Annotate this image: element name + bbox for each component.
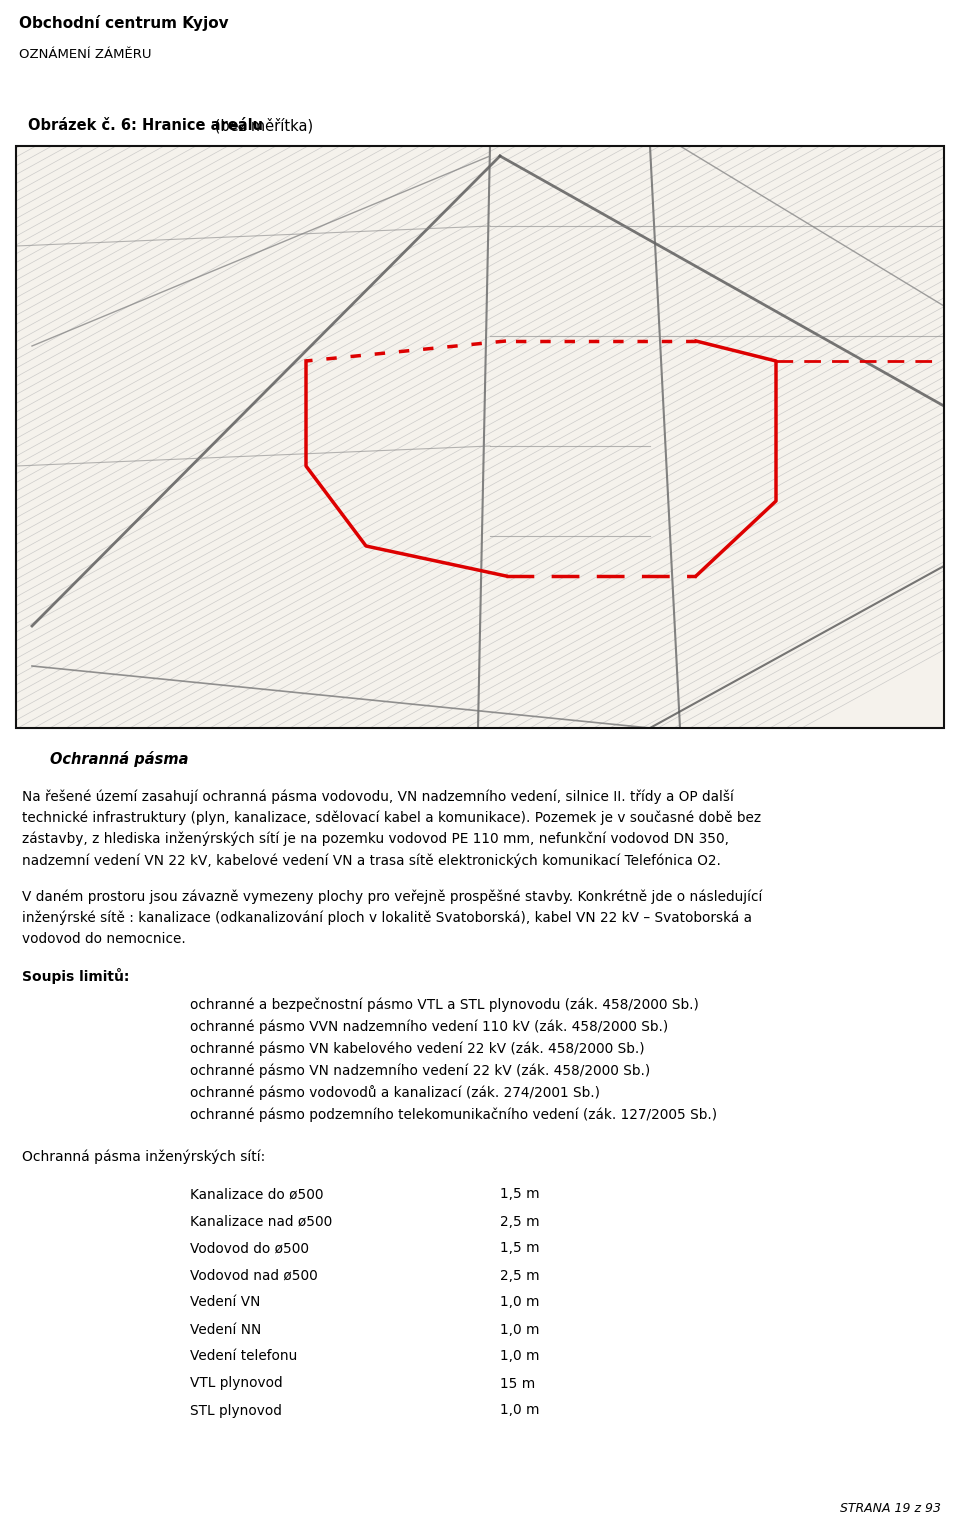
Text: ochranné pásmo podzemního telekomunikačního vedení (zák. 127/2005 Sb.): ochranné pásmo podzemního telekomunikačn… — [190, 1108, 717, 1121]
Text: Vedení NN: Vedení NN — [190, 1322, 261, 1336]
Text: 2,5 m: 2,5 m — [500, 1269, 540, 1282]
Text: V daném prostoru jsou závazně vymezeny plochy pro veřejně prospěšné stavby. Konk: V daném prostoru jsou závazně vymezeny p… — [22, 890, 762, 904]
Bar — [16, 146, 944, 729]
Text: STL plynovod: STL plynovod — [190, 1404, 282, 1417]
Text: Obchodní centrum Kyjov: Obchodní centrum Kyjov — [19, 15, 228, 31]
Text: STRANA 19 z 93: STRANA 19 z 93 — [840, 1502, 941, 1514]
Text: Vodovod do ø500: Vodovod do ø500 — [190, 1241, 309, 1255]
Text: OZNÁMENÍ ZÁMĚRU: OZNÁMENÍ ZÁMĚRU — [19, 48, 152, 61]
Text: (bez měřítka): (bez měřítka) — [210, 118, 313, 133]
Text: Ochranná pásma: Ochranná pásma — [50, 752, 188, 767]
Text: VTL plynovod: VTL plynovod — [190, 1376, 282, 1390]
Text: Soupis limitů:: Soupis limitů: — [22, 968, 130, 983]
Text: 1,0 m: 1,0 m — [500, 1350, 540, 1364]
Text: Kanalizace nad ø500: Kanalizace nad ø500 — [190, 1215, 332, 1229]
Text: zástavby, z hlediska inženýrských sítí je na pozemku vodovod PE 110 mm, nefunkčn: zástavby, z hlediska inženýrských sítí j… — [22, 831, 729, 847]
Text: ochranné pásmo VN kabelového vedení 22 kV (zák. 458/2000 Sb.): ochranné pásmo VN kabelového vedení 22 k… — [190, 1042, 644, 1055]
Text: 1,0 m: 1,0 m — [500, 1404, 540, 1417]
Text: Obrázek č. 6: Hranice areálu: Obrázek č. 6: Hranice areálu — [28, 118, 263, 133]
Text: ochranné pásmo VN nadzemního vedení 22 kV (zák. 458/2000 Sb.): ochranné pásmo VN nadzemního vedení 22 k… — [190, 1063, 650, 1078]
Text: 15 m: 15 m — [500, 1376, 536, 1390]
Text: 1,5 m: 1,5 m — [500, 1187, 540, 1201]
Text: ochranné pásmo vodovodů a kanalizací (zák. 274/2001 Sb.): ochranné pásmo vodovodů a kanalizací (zá… — [190, 1086, 600, 1100]
Text: ochranné pásmo VVN nadzemního vedení 110 kV (zák. 458/2000 Sb.): ochranné pásmo VVN nadzemního vedení 110… — [190, 1020, 668, 1034]
Text: Vedení VN: Vedení VN — [190, 1296, 260, 1310]
Text: nadzemní vedení VN 22 kV, kabelové vedení VN a trasa sítě elektronických komunik: nadzemní vedení VN 22 kV, kabelové veden… — [22, 853, 721, 868]
Text: Kanalizace do ø500: Kanalizace do ø500 — [190, 1187, 324, 1201]
Text: vodovod do nemocnice.: vodovod do nemocnice. — [22, 933, 185, 946]
Text: technické infrastruktury (plyn, kanalizace, sdělovací kabel a komunikace). Pozem: technické infrastruktury (plyn, kanaliza… — [22, 810, 761, 825]
Text: 2,5 m: 2,5 m — [500, 1215, 540, 1229]
Text: Ochranná pásma inženýrských sítí:: Ochranná pásma inženýrských sítí: — [22, 1149, 265, 1164]
Text: Vedení telefonu: Vedení telefonu — [190, 1350, 298, 1364]
Bar — [16, 146, 944, 729]
Text: 1,5 m: 1,5 m — [500, 1241, 540, 1255]
Text: 1,0 m: 1,0 m — [500, 1322, 540, 1336]
Text: 1,0 m: 1,0 m — [500, 1296, 540, 1310]
Text: ochranné a bezpečnostní pásmo VTL a STL plynovodu (zák. 458/2000 Sb.): ochranné a bezpečnostní pásmo VTL a STL … — [190, 997, 699, 1012]
Text: Na řešené území zasahují ochranná pásma vodovodu, VN nadzemního vedení, silnice : Na řešené území zasahují ochranná pásma … — [22, 788, 733, 804]
Text: Vodovod nad ø500: Vodovod nad ø500 — [190, 1269, 318, 1282]
Text: inženýrské sítě : kanalizace (odkanalizování ploch v lokalitě Svatoborská), kabe: inženýrské sítě : kanalizace (odkanalizo… — [22, 911, 752, 925]
